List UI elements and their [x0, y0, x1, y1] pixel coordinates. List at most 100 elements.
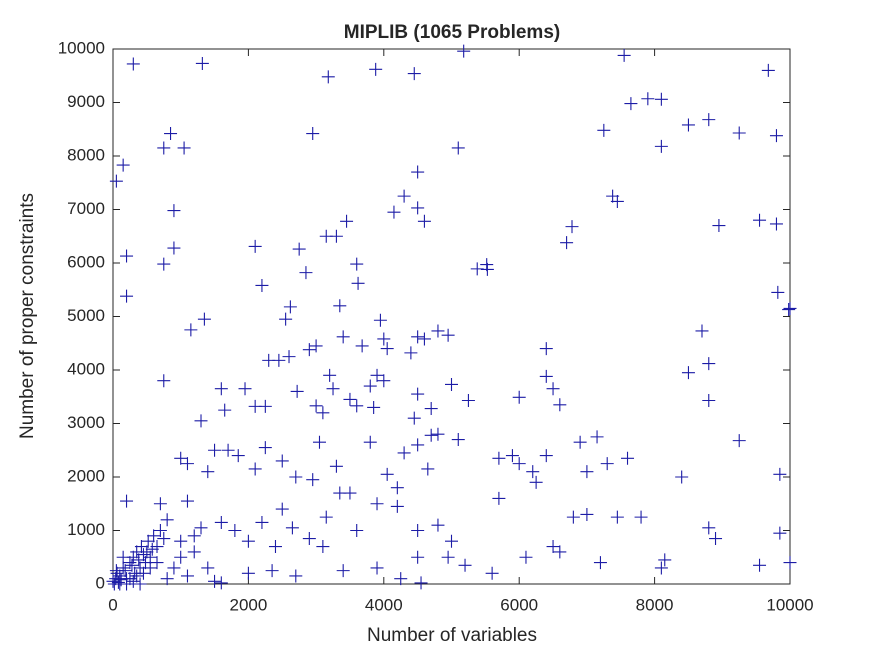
point: [268, 540, 282, 554]
point: [769, 129, 783, 143]
point: [125, 558, 139, 572]
point: [153, 524, 167, 537]
point: [350, 399, 364, 413]
point: [350, 524, 364, 537]
point: [123, 556, 137, 570]
point: [157, 141, 171, 155]
point: [323, 368, 337, 382]
point: [316, 540, 330, 554]
point: [214, 382, 228, 396]
point: [160, 513, 174, 527]
point: [590, 430, 604, 444]
point: [336, 564, 350, 578]
point: [458, 558, 472, 572]
point: [343, 486, 357, 500]
point: [451, 141, 465, 155]
point: [411, 201, 425, 215]
point: [316, 406, 330, 420]
point: [377, 332, 391, 346]
point: [424, 428, 438, 442]
point: [174, 451, 188, 465]
point: [411, 524, 425, 537]
point: [539, 449, 553, 463]
point: [445, 377, 458, 391]
point: [695, 324, 709, 338]
point: [143, 561, 157, 575]
point: [512, 457, 526, 471]
point: [732, 434, 746, 448]
point: [174, 534, 188, 548]
point: [546, 540, 560, 554]
point: [702, 521, 716, 535]
point: [167, 204, 181, 218]
point: [302, 532, 316, 546]
point: [370, 561, 384, 575]
point: [397, 189, 411, 203]
point: [343, 392, 357, 406]
point: [370, 368, 384, 382]
point: [197, 312, 211, 326]
point: [126, 574, 140, 588]
point: [157, 374, 171, 388]
point: [782, 303, 796, 317]
point: [184, 323, 198, 337]
point: [157, 257, 171, 271]
point: [441, 550, 455, 564]
y-tick-label: 4000: [67, 359, 105, 378]
point: [407, 411, 421, 425]
point: [164, 127, 178, 141]
point: [771, 285, 785, 299]
point: [180, 569, 194, 583]
y-tick-label: 3000: [67, 413, 105, 432]
point: [306, 127, 320, 141]
point: [417, 332, 431, 346]
point: [150, 540, 164, 554]
point: [228, 524, 242, 537]
point: [773, 467, 787, 481]
point: [109, 564, 123, 578]
point: [565, 220, 579, 234]
point: [445, 534, 458, 548]
point: [580, 507, 594, 521]
point: [407, 67, 421, 81]
point: [363, 379, 377, 393]
point: [299, 266, 313, 280]
point: [634, 510, 648, 524]
point: [255, 515, 269, 529]
point: [147, 529, 161, 543]
point: [654, 92, 668, 106]
x-tick-label: 6000: [500, 595, 538, 614]
point: [411, 550, 425, 564]
point: [180, 494, 194, 508]
point: [610, 194, 624, 208]
x-axis-label: Number of variables: [367, 625, 537, 646]
point: [126, 57, 140, 71]
point: [411, 387, 425, 401]
y-axis-label: Number of proper constraints: [17, 193, 38, 439]
point: [417, 214, 431, 228]
point: [553, 545, 567, 559]
point: [753, 558, 767, 572]
y-tick-label: 5000: [67, 306, 105, 325]
x-tick-label: 2000: [229, 595, 267, 614]
point: [397, 446, 411, 460]
point: [106, 574, 120, 588]
point: [194, 414, 208, 428]
point: [208, 574, 222, 588]
point: [208, 443, 222, 457]
point: [369, 62, 383, 76]
x-tick-label: 10000: [766, 595, 813, 614]
point: [610, 510, 624, 524]
point: [390, 481, 404, 495]
point: [174, 550, 188, 564]
point: [546, 382, 560, 396]
point: [111, 575, 125, 589]
point: [141, 534, 155, 548]
point: [272, 353, 286, 367]
point: [289, 470, 303, 484]
point: [380, 342, 394, 356]
point: [241, 566, 255, 580]
point: [539, 342, 553, 356]
point: [431, 324, 445, 338]
point: [123, 572, 137, 586]
